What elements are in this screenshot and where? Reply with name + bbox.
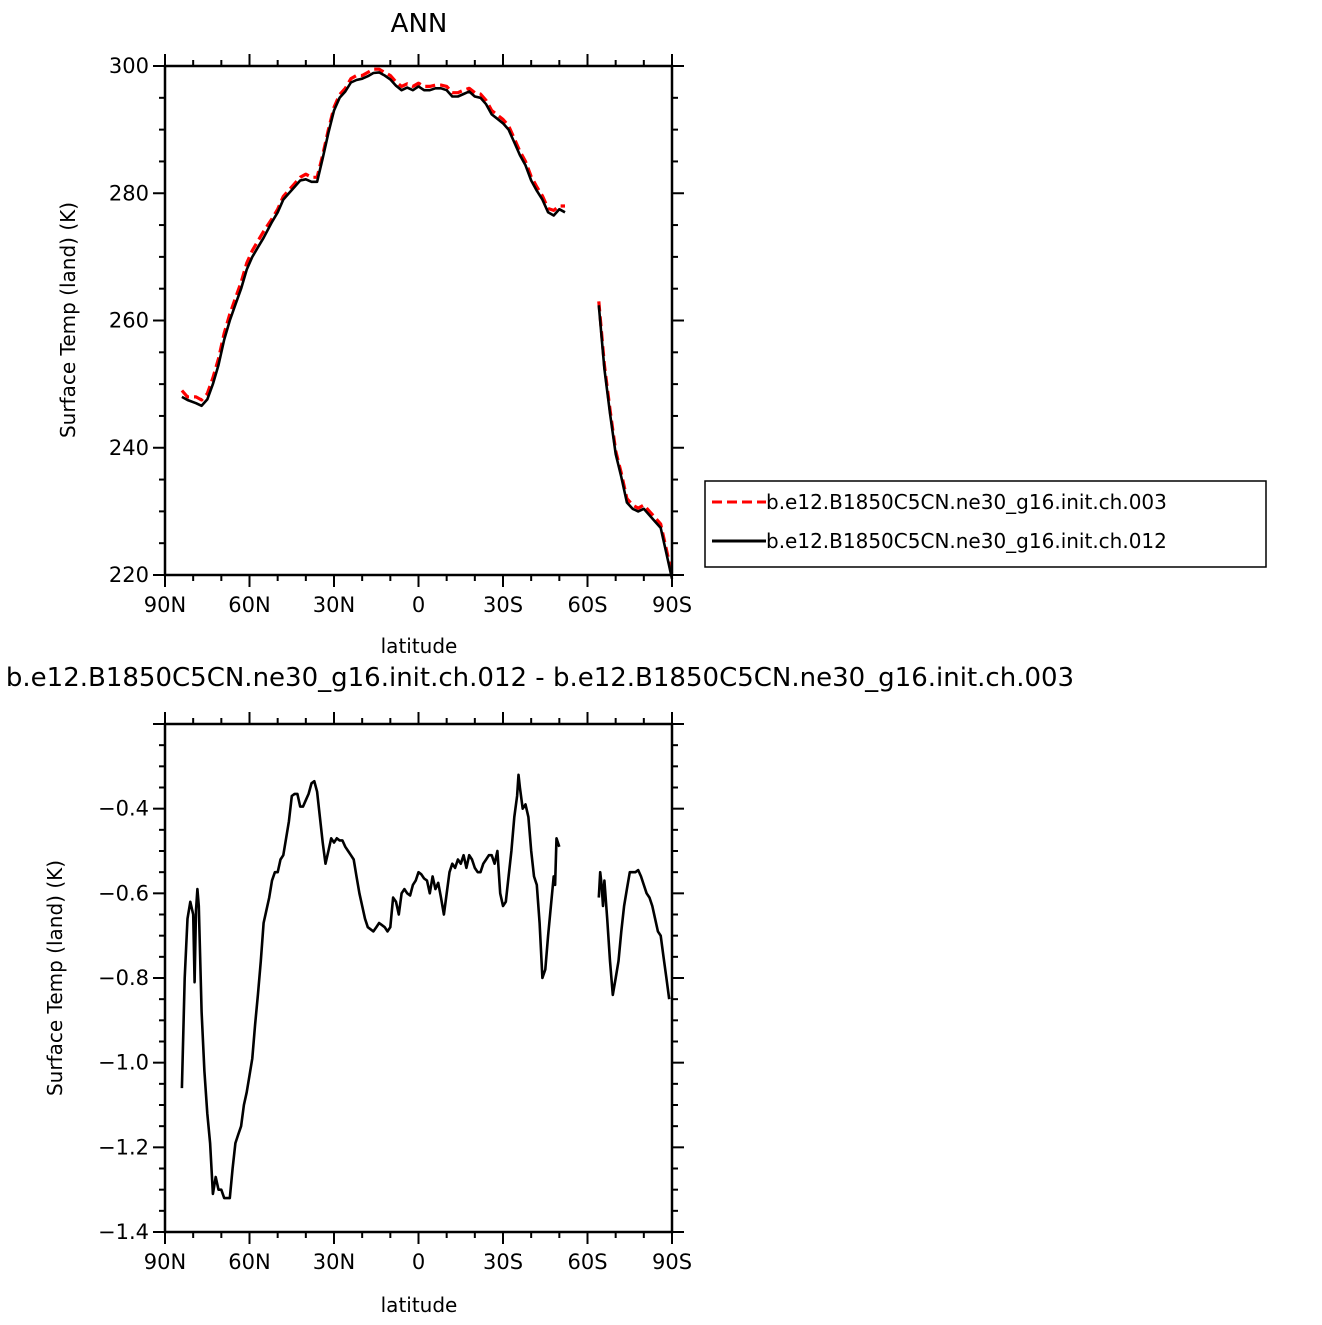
bottom-ytick-label: −1.4 <box>98 1220 149 1244</box>
bottom-xtick-label: 90S <box>652 1250 692 1274</box>
legend-label-series-012: b.e12.B1850C5CN.ne30_g16.init.ch.012 <box>766 529 1167 553</box>
top-series-1-line-0 <box>181 71 566 408</box>
top-ytick-label: 260 <box>109 309 149 333</box>
bottom-xtick-label: 60N <box>228 1250 270 1274</box>
bottom-series-0-line-1 <box>597 868 671 1000</box>
top-series-group <box>180 67 674 580</box>
bottom-y-axis-title: Surface Temp (land) (K) <box>43 860 67 1096</box>
top-xtick-label: 90N <box>144 593 186 617</box>
bottom-ytick-label: −0.6 <box>98 881 149 905</box>
bottom-ytick-label: −1.2 <box>98 1135 149 1159</box>
top-series-0-line-1 <box>597 301 674 576</box>
top-xtick-label: 60S <box>567 593 607 617</box>
top-xtick-label: 90S <box>652 593 692 617</box>
top-ticks-group: 90N 60N 30N 0 30S 60S 90S 220 240 260 280 300 <box>109 54 692 617</box>
bottom-x-axis-title: latitude <box>381 1293 458 1317</box>
top-xtick-label: 30N <box>313 593 355 617</box>
bottom-xtick-label: 30N <box>313 1250 355 1274</box>
top-xtick-label: 0 <box>412 593 425 617</box>
bottom-xtick-label: 90N <box>144 1250 186 1274</box>
bottom-panel: b.e12.B1850C5CN.ne30_g16.init.ch.012 - b… <box>6 663 1074 1317</box>
top-plot-frame <box>163 64 674 577</box>
top-xtick-label: 60N <box>228 593 270 617</box>
bottom-plot-frame <box>163 722 674 1234</box>
top-x-axis-title: latitude <box>381 634 458 658</box>
bottom-ytick-label: −0.8 <box>98 966 149 990</box>
top-ytick-label: 240 <box>109 436 149 460</box>
legend-label-series-003: b.e12.B1850C5CN.ne30_g16.init.ch.003 <box>766 490 1167 514</box>
bottom-xtick-label: 60S <box>567 1250 607 1274</box>
top-ytick-label: 220 <box>109 563 149 587</box>
legend-box <box>704 480 1267 568</box>
bottom-ytick-label: −0.4 <box>98 797 149 821</box>
top-y-axis-title: Surface Temp (land) (K) <box>56 202 80 438</box>
bottom-xtick-label: 0 <box>412 1250 425 1274</box>
top-series-1-line-1 <box>597 305 674 580</box>
top-series-0-line-0 <box>180 67 565 402</box>
top-ytick-label: 300 <box>109 54 149 78</box>
top-plot-title: ANN <box>391 9 448 39</box>
bottom-xtick-label: 30S <box>483 1250 523 1274</box>
top-panel: ANN 90N 60N 30N 0 30S 60S 90S 220 240 260 280 300 l… <box>56 9 1267 658</box>
bottom-ticks-group: 90N 60N 30N 0 30S 60S 90S −1.4 −1.2 −1.0 −0.8 −0.6 −… <box>98 712 692 1274</box>
top-ytick-label: 280 <box>109 181 149 205</box>
bottom-series-0-line-0 <box>180 773 561 1200</box>
top-xtick-label: 30S <box>483 593 523 617</box>
bottom-ytick-label: −1.0 <box>98 1051 149 1075</box>
bottom-series-group <box>180 773 671 1200</box>
legend: b.e12.B1850C5CN.ne30_g16.init.ch.003 b.e… <box>704 480 1267 568</box>
bottom-plot-title: b.e12.B1850C5CN.ne30_g16.init.ch.012 - b… <box>6 663 1074 693</box>
